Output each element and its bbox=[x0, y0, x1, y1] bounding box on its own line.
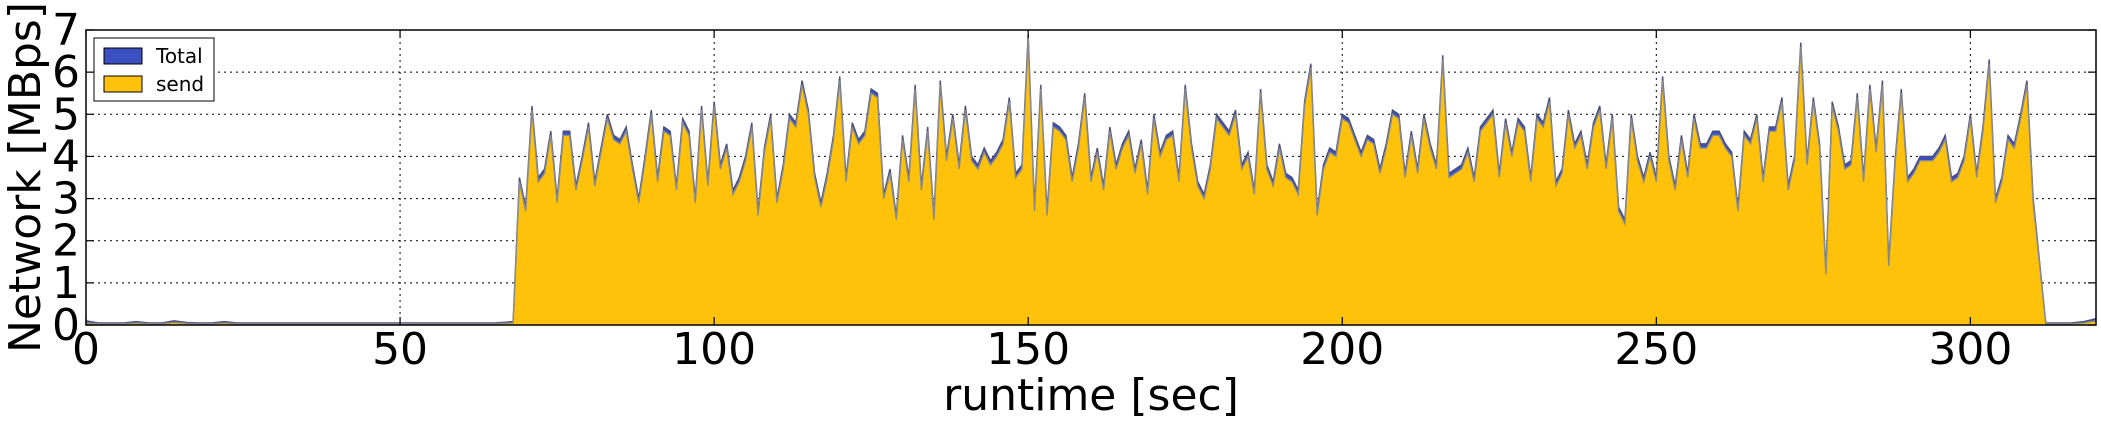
x-tick-label: 200 bbox=[1300, 324, 1384, 375]
x-axis-label: runtime [sec] bbox=[943, 370, 1239, 421]
y-tick-label: 5 bbox=[52, 89, 80, 140]
y-tick-label: 0 bbox=[52, 300, 80, 351]
legend-label-total: Total bbox=[155, 44, 203, 68]
y-tick-label: 4 bbox=[52, 131, 80, 182]
plot-frame bbox=[85, 29, 2097, 326]
x-tick-label: 300 bbox=[1928, 324, 2012, 375]
series-total-line bbox=[85, 34, 2097, 324]
legend-swatch-send bbox=[103, 75, 143, 93]
x-tick-label: 250 bbox=[1614, 324, 1698, 375]
series-send-line bbox=[85, 38, 2097, 325]
y-tick-label: 3 bbox=[52, 174, 80, 225]
legend-label-send: send bbox=[156, 72, 204, 96]
y-tick-label: 1 bbox=[52, 258, 80, 309]
y-tick-label: 6 bbox=[52, 47, 80, 98]
legend-swatch-total bbox=[103, 47, 143, 65]
y-axis-label: Network [MBps] bbox=[0, 2, 51, 353]
data-areas bbox=[85, 34, 2097, 326]
legend: Total send bbox=[93, 37, 215, 102]
x-axis-ticks: 0 50 100 150 200 250 300 bbox=[72, 30, 2012, 375]
x-tick-label: 0 bbox=[72, 324, 100, 375]
x-tick-label: 150 bbox=[986, 324, 1070, 375]
x-tick-label: 50 bbox=[372, 324, 428, 375]
y-tick-label: 2 bbox=[52, 216, 80, 267]
x-tick-label: 100 bbox=[672, 324, 756, 375]
y-tick-label: 7 bbox=[52, 5, 80, 56]
